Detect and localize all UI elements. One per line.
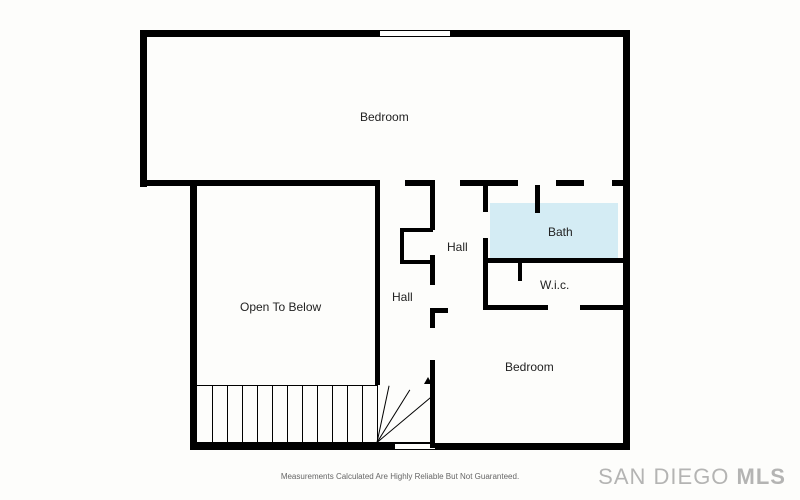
label-bedroom-bottom: Bedroom: [505, 360, 554, 374]
label-bedroom-top: Bedroom: [360, 110, 409, 124]
wall-closet-left: [400, 228, 404, 263]
wall-top-right: [450, 30, 630, 37]
wall-hall-e-1: [430, 180, 435, 230]
wall-wic-bot-1: [483, 305, 548, 310]
wall-right: [623, 30, 630, 450]
wall-bottom-right: [435, 443, 630, 450]
wall-bath-bot: [483, 258, 625, 263]
window-top-inner: [380, 36, 450, 37]
watermark: SAN DIEGO MLS: [598, 464, 786, 490]
wall-bath-inner-v: [535, 185, 540, 213]
wall-wic-bot-2: [580, 305, 625, 310]
wall-bed2-w-2: [430, 360, 435, 448]
label-hall-2: Hall: [447, 240, 468, 254]
wall-open-right: [375, 180, 380, 385]
wall-notch-left: [190, 180, 197, 450]
stairs: [197, 385, 430, 443]
wall-mid-stub-right: [612, 180, 625, 186]
wall-mid-h-4: [556, 180, 584, 186]
label-open-below: Open To Below: [240, 300, 321, 314]
stairs-arrow-icon: [424, 377, 432, 384]
floor-plan: Bedroom Open To Below Hall Hall Bath W.i…: [140, 30, 630, 450]
wall-wic-inner: [518, 263, 522, 281]
window-top-outer: [380, 30, 450, 31]
wall-bath-left-1: [483, 180, 488, 212]
wall-bottom-left: [190, 443, 395, 450]
label-wic: W.i.c.: [540, 278, 569, 292]
label-bath: Bath: [548, 225, 573, 239]
disclaimer-text: Measurements Calculated Are Highly Relia…: [240, 472, 560, 481]
wall-notch-top: [140, 30, 197, 37]
watermark-part2: MLS: [737, 464, 786, 489]
watermark-part1: SAN DIEGO: [598, 464, 729, 489]
door-bottom-inner: [395, 443, 435, 444]
wall-closet-top: [400, 228, 433, 232]
label-hall-1: Hall: [392, 290, 413, 304]
wall-closet-bot: [400, 260, 433, 264]
wall-mid-h-3: [460, 180, 518, 186]
wall-mid-h-1: [145, 180, 380, 186]
wall-bath-left-2: [483, 238, 488, 310]
door-bottom-outer: [395, 449, 435, 450]
wall-left-upper: [140, 30, 147, 187]
wall-bed2-w-1: [430, 308, 435, 328]
